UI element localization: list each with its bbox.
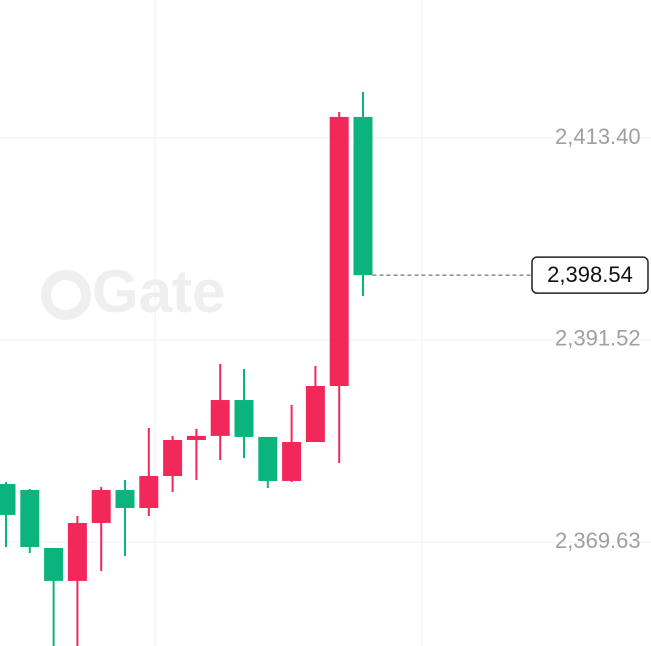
candle-body [186, 435, 206, 440]
candle-body [258, 436, 278, 481]
candle-body [210, 400, 230, 436]
candle-body [282, 442, 302, 481]
candle-body [353, 116, 373, 276]
watermark: Gate [41, 258, 225, 325]
candle-body [91, 490, 111, 523]
watermark-icon [41, 270, 91, 320]
candle-body [44, 547, 64, 581]
watermark-text: Gate [92, 258, 225, 325]
last-price-tag: 2,398.54 [531, 256, 649, 294]
candle-body [139, 475, 159, 509]
y-tick-label: 2,413.40 [555, 124, 641, 149]
candle-body [20, 490, 40, 547]
candle-body [305, 385, 325, 443]
candle-body [0, 484, 16, 515]
y-tick-label: 2,391.52 [555, 326, 641, 351]
candle-body [163, 439, 183, 476]
candle-body [329, 116, 349, 386]
y-tick-label: 2,369.63 [555, 528, 641, 553]
candle-body [234, 400, 254, 437]
last-price-box [531, 256, 649, 294]
candle-body [115, 490, 135, 509]
last-price-label: 2,398.54 [547, 262, 633, 287]
candle-body [67, 522, 87, 581]
